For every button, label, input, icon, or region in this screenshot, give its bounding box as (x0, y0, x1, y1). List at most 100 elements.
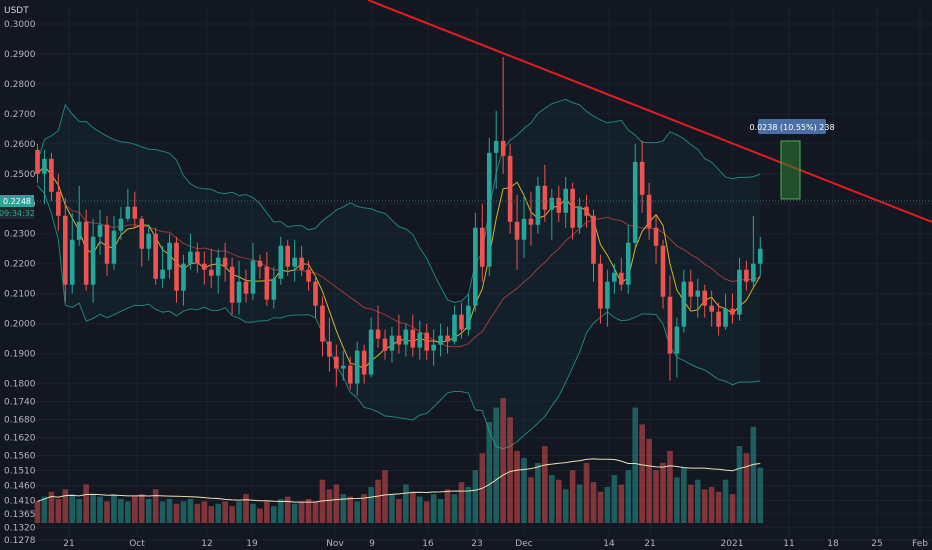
candle[interactable] (83, 209, 89, 291)
candle[interactable] (681, 269, 687, 333)
time-axis[interactable]: 21 Oct 12 19 Nov 9 16 23 Dec 14 21 2021 11 18 25 Feb (63, 539, 928, 549)
candle[interactable] (507, 143, 513, 234)
candle[interactable] (514, 194, 520, 270)
candle[interactable] (625, 224, 631, 294)
candle[interactable] (215, 248, 221, 294)
candle[interactable] (153, 227, 158, 285)
candle[interactable] (632, 143, 638, 249)
candle[interactable] (292, 239, 297, 282)
candle[interactable] (667, 275, 673, 381)
candle[interactable] (195, 242, 200, 273)
candle[interactable] (368, 317, 374, 378)
candle[interactable] (473, 212, 478, 312)
candle[interactable] (410, 314, 416, 357)
candle[interactable] (90, 218, 96, 303)
candle[interactable] (97, 209, 103, 255)
candle[interactable] (521, 194, 527, 258)
candle[interactable] (389, 326, 395, 363)
candle[interactable] (49, 152, 54, 201)
candle[interactable] (327, 317, 332, 372)
candle[interactable] (229, 257, 235, 315)
candle[interactable] (723, 293, 728, 330)
candle[interactable] (167, 233, 172, 279)
candle[interactable] (660, 239, 666, 309)
candle[interactable] (751, 215, 756, 288)
candle[interactable] (570, 182, 575, 240)
candle[interactable] (354, 341, 360, 396)
candle[interactable] (236, 260, 242, 315)
candle[interactable] (737, 257, 742, 321)
candle[interactable] (396, 314, 402, 354)
candle[interactable] (612, 263, 617, 294)
candle[interactable] (42, 149, 47, 204)
candle[interactable] (347, 356, 353, 390)
candle[interactable] (653, 215, 659, 264)
candle[interactable] (577, 197, 582, 234)
candle[interactable] (334, 344, 339, 387)
candle[interactable] (202, 251, 207, 285)
candle[interactable] (528, 191, 534, 246)
candle[interactable] (35, 143, 40, 183)
candle[interactable] (598, 254, 603, 324)
candle[interactable] (709, 290, 714, 327)
candle[interactable] (299, 245, 304, 276)
candle[interactable] (139, 215, 145, 267)
candle[interactable] (63, 197, 68, 303)
candle[interactable] (125, 188, 131, 222)
candle[interactable] (313, 275, 318, 318)
candle[interactable] (591, 209, 596, 282)
candle[interactable] (716, 302, 721, 336)
candle[interactable] (278, 236, 284, 285)
price-range-measure[interactable]: 0.0238 (10.55%) 238 (749, 119, 835, 200)
candle[interactable] (549, 188, 555, 240)
candle[interactable] (382, 329, 388, 360)
candle[interactable] (76, 185, 82, 246)
candle[interactable] (250, 242, 256, 300)
candle[interactable] (181, 254, 186, 306)
candle[interactable] (118, 206, 124, 240)
candle[interactable] (285, 239, 290, 276)
candle[interactable] (188, 233, 193, 270)
candle[interactable] (132, 191, 138, 228)
candle[interactable] (639, 140, 645, 213)
price-axis[interactable]: 0.30000.29000.28000.27000.26000.25000.24… (4, 20, 36, 546)
candle[interactable] (480, 203, 485, 282)
candle[interactable] (445, 326, 450, 354)
candle[interactable] (535, 176, 541, 234)
candle[interactable] (69, 212, 75, 294)
candle[interactable] (556, 185, 562, 222)
candle[interactable] (646, 182, 652, 240)
candle[interactable] (361, 344, 367, 384)
candle[interactable] (674, 317, 680, 378)
candle[interactable] (486, 137, 492, 276)
candle[interactable] (452, 305, 457, 345)
candle[interactable] (466, 293, 471, 336)
candle[interactable] (417, 320, 423, 360)
candle[interactable] (271, 266, 277, 309)
candle[interactable] (111, 215, 117, 270)
candle[interactable] (730, 293, 735, 324)
candle[interactable] (424, 323, 429, 360)
trend-line[interactable] (367, 0, 932, 223)
candle[interactable] (56, 173, 61, 231)
candle[interactable] (584, 194, 589, 228)
candle[interactable] (605, 269, 610, 327)
candle[interactable] (306, 260, 311, 291)
candle[interactable] (375, 305, 381, 348)
candle[interactable] (431, 329, 436, 366)
candle[interactable] (702, 284, 707, 318)
candle[interactable] (264, 251, 270, 306)
candle[interactable] (758, 236, 763, 276)
candle[interactable] (222, 242, 228, 282)
candle[interactable] (744, 260, 749, 291)
candle[interactable] (174, 236, 179, 303)
candle[interactable] (257, 254, 263, 279)
candle[interactable] (160, 245, 165, 288)
candle[interactable] (459, 302, 464, 339)
candle[interactable] (619, 257, 624, 291)
candle[interactable] (208, 248, 214, 288)
candle[interactable] (695, 278, 701, 318)
candle[interactable] (104, 215, 110, 276)
